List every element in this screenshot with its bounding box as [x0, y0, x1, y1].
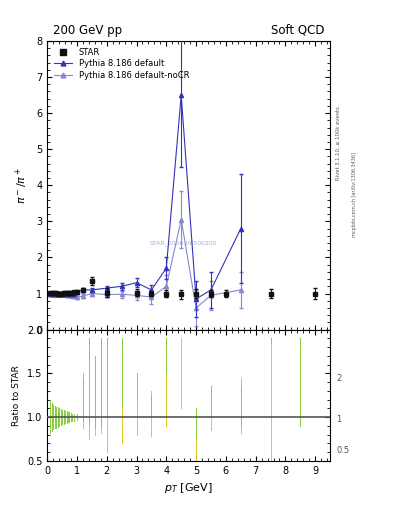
Text: STAR_2006.06500200: STAR_2006.06500200 — [149, 240, 217, 246]
Y-axis label: Ratio to STAR: Ratio to STAR — [12, 365, 21, 425]
Text: 2: 2 — [336, 374, 341, 383]
Text: Soft QCD: Soft QCD — [271, 24, 325, 37]
Text: 0.5: 0.5 — [336, 446, 349, 455]
Text: Rivet 3.1.10, ≥ 100k events: Rivet 3.1.10, ≥ 100k events — [336, 106, 341, 180]
Text: 1: 1 — [336, 415, 341, 424]
Y-axis label: $\pi^- / \pi^+$: $\pi^- / \pi^+$ — [14, 167, 31, 204]
Text: mcplots.cern.ch [arXiv:1306.3436]: mcplots.cern.ch [arXiv:1306.3436] — [352, 152, 357, 237]
Legend: STAR, Pythia 8.186 default, Pythia 8.186 default-noCR: STAR, Pythia 8.186 default, Pythia 8.186… — [51, 45, 192, 82]
X-axis label: $p_T$ [GeV]: $p_T$ [GeV] — [164, 481, 213, 495]
Text: 200 GeV pp: 200 GeV pp — [53, 24, 122, 37]
